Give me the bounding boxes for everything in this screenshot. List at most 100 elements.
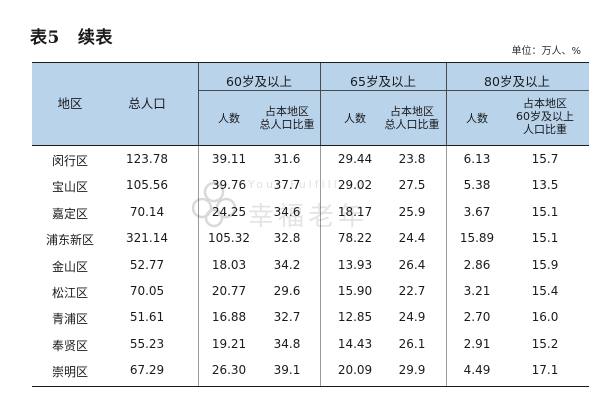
- cell-share-65: 25.9: [398, 204, 426, 219]
- table-row: 松江区 70.05 20.77 29.6 15.90 22.7 3.21 15.4: [32, 278, 589, 304]
- watermark-text: 幸福老年: [248, 202, 369, 232]
- cell-count-60: 24.25: [211, 204, 247, 219]
- cell-count-60: 39.11: [211, 152, 247, 166]
- header-share-line: 占本地区: [390, 105, 434, 118]
- table-header: 地区 总人口 60岁及以上 65岁及以上 80岁及以上 人数 占本地区 总人口比…: [32, 62, 589, 146]
- unit-note: 单位：万人、%: [511, 46, 581, 57]
- cell-count-65: 78.22: [337, 231, 373, 246]
- cell-total-population: 105.56: [126, 178, 168, 193]
- table-title: 表5 续表: [30, 23, 113, 48]
- cell-share-65: 26.1: [398, 336, 426, 351]
- cell-count-80: 3.21: [463, 283, 491, 298]
- header-share-line: 占本地区: [523, 97, 567, 110]
- header-count-60: 人数: [218, 112, 240, 125]
- body-col-divider: [320, 146, 321, 386]
- cell-region: 奉贤区: [51, 338, 89, 353]
- header-col-divider: [198, 63, 199, 145]
- cell-count-65: 29.02: [337, 178, 373, 193]
- table-continued-label: 续表: [77, 28, 113, 48]
- table-row: 闵行区 123.78 39.11 31.6 29.44 23.8 6.13 15.7: [32, 146, 589, 172]
- cell-share-80: 15.7: [531, 152, 559, 166]
- header-share-line: 占本地区: [265, 105, 309, 118]
- cell-total-population: 67.29: [129, 363, 165, 378]
- header-share-line: 人口比重: [523, 123, 567, 136]
- cell-total-population: 123.78: [126, 152, 168, 166]
- cell-count-65: 14.43: [337, 336, 373, 351]
- header-share-80: 占本地区 60岁及以上 人口比重: [516, 97, 574, 136]
- cell-share-65: 24.4: [398, 231, 426, 246]
- cell-count-65: 12.85: [337, 310, 373, 325]
- header-group-65: 65岁及以上: [350, 74, 416, 89]
- cell-share-65: 27.5: [398, 178, 426, 193]
- cell-count-60: 105.32: [208, 231, 250, 246]
- cell-total-population: 70.05: [129, 283, 165, 298]
- cell-share-60: 39.1: [273, 363, 301, 378]
- cell-share-80: 16.0: [531, 310, 559, 325]
- header-group-80: 80岁及以上: [484, 74, 550, 89]
- cell-share-60: 31.6: [273, 152, 301, 166]
- cell-count-80: 4.49: [463, 363, 491, 378]
- header-region: 地区: [57, 96, 83, 111]
- cell-share-80: 15.1: [531, 231, 559, 246]
- cell-count-65: 15.90: [337, 283, 373, 298]
- cell-share-60: 32.7: [273, 310, 301, 325]
- table-bottom-rule: [32, 386, 589, 387]
- header-share-line: 总人口比重: [384, 118, 440, 131]
- cell-share-65: 24.9: [398, 310, 426, 325]
- table-row: 嘉定区 70.14 24.25 34.6 18.17 25.9 3.67 15.1: [32, 199, 589, 225]
- cell-count-80: 2.91: [463, 336, 491, 351]
- table-row: 崇明区 67.29 26.30 39.1 20.09 29.9 4.49 17.1: [32, 357, 589, 383]
- table-number: 表5: [30, 28, 60, 48]
- header-divider: [198, 90, 589, 91]
- cell-count-60: 18.03: [211, 257, 247, 272]
- cell-count-60: 26.30: [211, 363, 247, 378]
- table-row: 金山区 52.77 18.03 34.2 13.93 26.4 2.86 15.9: [32, 252, 589, 278]
- cell-region: 浦东新区: [45, 233, 95, 248]
- cell-share-60: 29.6: [273, 283, 301, 298]
- body-col-divider: [198, 146, 199, 386]
- header-col-divider: [320, 63, 321, 145]
- cell-count-60: 39.76: [211, 178, 247, 193]
- cell-count-80: 6.13: [463, 152, 491, 166]
- cell-count-60: 16.88: [211, 310, 247, 325]
- cell-count-60: 19.21: [211, 336, 247, 351]
- cell-region: 崇明区: [51, 365, 89, 380]
- header-share-65: 占本地区 总人口比重: [385, 105, 440, 131]
- cell-share-60: 34.2: [273, 257, 301, 272]
- cell-total-population: 51.61: [129, 310, 165, 325]
- cell-region: 松江区: [51, 285, 89, 300]
- cell-count-65: 18.17: [337, 204, 373, 219]
- cell-share-65: 26.4: [398, 257, 426, 272]
- table-body: 闵行区 123.78 39.11 31.6 29.44 23.8 6.13 15.7 宝山区 10…: [32, 146, 589, 384]
- cell-share-60: 34.8: [273, 336, 301, 351]
- cell-share-80: 15.2: [531, 336, 559, 351]
- table-row: 浦东新区 321.14 105.32 32.8 78.22 24.4 15.89 15.1: [32, 225, 589, 251]
- cell-share-80: 13.5: [531, 178, 559, 193]
- cell-share-80: 15.1: [531, 204, 559, 219]
- cell-share-80: 17.1: [531, 363, 559, 378]
- header-total-population: 总人口: [128, 96, 166, 111]
- watermark-logo: [191, 181, 237, 228]
- cell-total-population: 70.14: [129, 204, 165, 219]
- body-col-divider: [446, 146, 447, 386]
- header-share-60: 占本地区 总人口比重: [260, 105, 315, 131]
- cell-share-65: 22.7: [398, 283, 426, 298]
- cell-region: 金山区: [51, 259, 89, 274]
- cell-count-65: 13.93: [337, 257, 373, 272]
- cell-count-65: 20.09: [337, 363, 373, 378]
- cell-region: 宝山区: [51, 180, 89, 195]
- header-share-line: 总人口比重: [259, 118, 315, 131]
- cell-count-80: 2.70: [463, 310, 491, 325]
- cell-share-60: 34.6: [273, 204, 301, 219]
- cell-count-80: 3.67: [463, 204, 491, 219]
- cell-count-60: 20.77: [211, 283, 247, 298]
- cell-count-65: 29.44: [337, 152, 373, 166]
- header-count-80: 人数: [466, 112, 488, 125]
- header-count-65: 人数: [344, 112, 366, 125]
- cell-count-80: 15.89: [459, 231, 495, 246]
- header-share-line: 60岁及以上: [516, 110, 574, 123]
- table-row: 宝山区 105.56 39.76 37.7 29.02 27.5 5.38 13.5: [32, 172, 589, 198]
- cell-share-65: 29.9: [398, 363, 426, 378]
- header-group-60: 60岁及以上: [226, 74, 292, 89]
- cell-share-80: 15.9: [531, 257, 559, 272]
